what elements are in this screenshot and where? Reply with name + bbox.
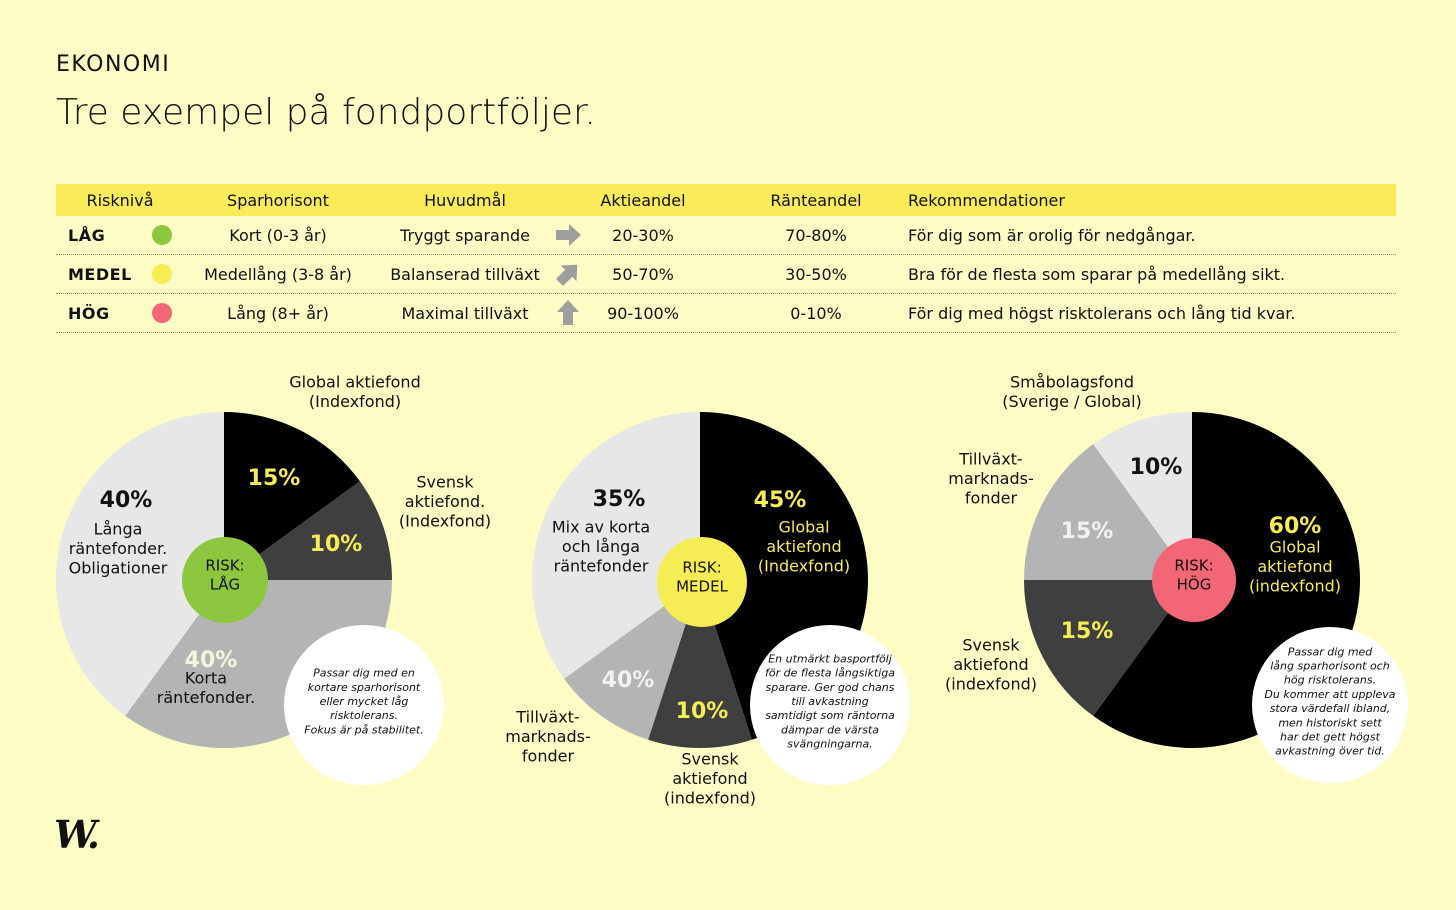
slice-category-label: Svensk aktiefond. (Indexfond) [399, 473, 491, 531]
risk-level: MEDEL [68, 264, 132, 284]
right-arrow-icon [556, 224, 581, 246]
pie-slice [56, 412, 224, 716]
recommendation: Bra för de flesta som sparar på medellån… [908, 264, 1286, 284]
slice-category-label: Korta räntefonder. [157, 668, 255, 707]
interest: 70-80% [785, 225, 847, 245]
slice-category-label: Tillväxt-marknads-fonder [505, 708, 590, 766]
recommendation: För dig som är orolig för nedgångar. [908, 225, 1196, 245]
risk-badge-label: RISK: LÅG [205, 557, 244, 594]
pie-slice [1024, 580, 1192, 716]
risk-level: HÖG [68, 303, 110, 323]
risk-table: Risknivå Sparhorisont Huvudmål Aktieande… [56, 184, 1396, 333]
slice-category-label: Tillväxt-marknads-fonder [948, 450, 1033, 508]
col-horizon: Sparhorisont [227, 190, 329, 210]
risk-dot [152, 264, 172, 284]
slice-value-label: 10% [310, 532, 363, 557]
pie-slice [224, 412, 360, 580]
note-text: En utmärkt basportfölj för de flesta lång… [765, 652, 895, 750]
pie-slice [224, 481, 392, 580]
horizon: Kort (0-3 år) [229, 225, 327, 245]
slice-value-label: 15% [248, 466, 301, 491]
slice-category-label: Global aktiefond (Indexfond) [758, 518, 850, 576]
recommendation: För dig med högst risktolerans och lång … [908, 303, 1296, 323]
up-arrow-icon [557, 300, 579, 325]
note-text: Passar dig med en kortare sparhorisont ell… [304, 667, 423, 737]
risk-badge [1152, 538, 1236, 622]
interest: 30-50% [785, 264, 847, 284]
note-text: Passar dig med lång sparhorisont och hög r… [1264, 645, 1395, 757]
slice-category-label: Långa räntefonder. Obligationer [69, 520, 168, 578]
pie-chart-3: 60%Global aktiefond (indexfond) 15% Svensk ak… [945, 372, 1408, 783]
risk-badge-label: RISK: HÖG [1174, 557, 1213, 594]
table-header: Risknivå Sparhorisont Huvudmål Aktieande… [56, 184, 1396, 216]
pie-slice [1024, 444, 1192, 580]
slice-category-label: Svensk aktiefond (indexfond) [664, 750, 756, 808]
slice-category-label: Global aktiefond (Indexfond) [289, 372, 420, 411]
pie-chart-1: 15% Global aktiefond (Indexfond) 10% Svensk a… [56, 372, 491, 785]
horizon: Medellång (3-8 år) [204, 264, 352, 284]
slice-category-label: Svensk aktiefond (indexfond) [945, 636, 1037, 694]
slice-value-label: 15% [1061, 519, 1114, 544]
equity: 50-70% [612, 264, 674, 284]
col-goal: Huvudmål [424, 190, 506, 210]
table-row: MEDEL Medellång (3-8 år) Balanserad till… [56, 255, 1396, 294]
interest: 0-10% [790, 303, 842, 323]
brand-logo: W. [54, 812, 100, 857]
slice-value-label: 35% [593, 487, 646, 512]
slice-value-label: 60% [1269, 514, 1322, 539]
col-equity: Aktieandel [600, 190, 686, 210]
slice-value-label: 45% [754, 488, 807, 513]
risk-dot [152, 303, 172, 323]
slice-value-label: 40% [100, 488, 153, 513]
slice-value-label: 40% [602, 668, 655, 693]
page-title: Tre exempel på fondportföljer. [56, 92, 596, 133]
goal: Balanserad tillväxt [390, 264, 540, 284]
eyebrow: EKONOMI [56, 52, 171, 77]
col-interest: Ränteandel [770, 190, 862, 210]
pie-slice [532, 412, 700, 679]
equity: 90-100% [607, 303, 679, 323]
slice-value-label: 10% [676, 699, 729, 724]
risk-badge [182, 537, 268, 623]
col-rec: Rekommendationer [908, 190, 1065, 210]
slice-category-label: Småbolagsfond (Sverige / Global) [1002, 372, 1142, 411]
note-bubble [284, 625, 444, 785]
risk-badge-label: RISK: MEDEL [676, 559, 728, 596]
slice-value-label: 40% [185, 648, 238, 673]
note-bubble [1252, 627, 1408, 783]
slice-value-label: 10% [1130, 455, 1183, 480]
pie-chart-2: 45% Global aktiefond (Indexfond) 10% Svensk ak… [505, 412, 910, 808]
pie-slice [648, 580, 752, 749]
diagonal-up-right-arrow-icon [555, 264, 578, 287]
slice-category-label: Global aktiefond (indexfond) [1249, 538, 1341, 596]
slice-value-label: 15% [1061, 619, 1114, 644]
risk-dot [152, 225, 172, 245]
risk-level: LÅG [68, 225, 106, 245]
goal: Tryggt sparande [400, 225, 530, 245]
slice-category-label: Mix av korta och långa räntefonder [552, 518, 650, 576]
pie-slice [564, 580, 700, 740]
col-risk: Risknivå [86, 190, 154, 210]
pie-slice [1093, 412, 1192, 580]
table-row: HÖG Lång (8+ år) Maximal tillväxt 90-100… [56, 294, 1396, 333]
risk-badge [657, 537, 747, 627]
table-row: LÅG Kort (0-3 år) Tryggt sparande 20-30%… [56, 216, 1396, 255]
goal: Maximal tillväxt [401, 303, 529, 323]
equity: 20-30% [612, 225, 674, 245]
note-bubble [750, 625, 910, 785]
horizon: Lång (8+ år) [227, 303, 329, 323]
